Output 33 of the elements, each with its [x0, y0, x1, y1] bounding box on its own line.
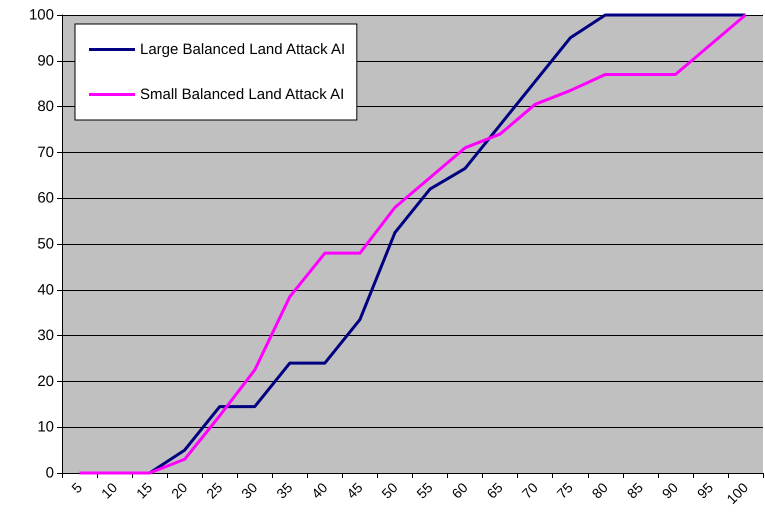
x-tick-label: 5 — [68, 479, 86, 496]
x-tick-label: 15 — [132, 479, 156, 502]
y-tick-label: 50 — [37, 236, 54, 252]
x-tick-label: 55 — [413, 479, 436, 502]
y-tick-label: 60 — [37, 190, 54, 207]
y-tick-label: 10 — [37, 418, 54, 436]
x-tick-label: 40 — [308, 479, 331, 502]
x-tick-label: 30 — [238, 479, 261, 502]
x-tick-label: 85 — [624, 479, 646, 502]
x-tick-label: 35 — [273, 479, 296, 502]
x-tick-label: 70 — [518, 479, 541, 502]
y-tick-label: 100 — [28, 6, 54, 24]
x-tick-label: 45 — [343, 479, 366, 502]
x-tick-label: 75 — [554, 479, 576, 502]
x-tick-label: 20 — [168, 479, 190, 502]
y-tick-label: 40 — [37, 281, 54, 298]
x-tick-label: 50 — [378, 479, 401, 502]
legend-label: Large Balanced Land Attack AI — [140, 41, 346, 58]
x-tick-label: 100 — [723, 479, 752, 508]
x-tick-label: 90 — [658, 479, 682, 502]
y-tick-label: 80 — [37, 98, 54, 116]
x-tick-label: 65 — [483, 479, 506, 502]
y-tick-label: 30 — [37, 327, 54, 344]
x-tick-label: 10 — [98, 479, 120, 502]
y-tick-label: 90 — [37, 52, 54, 70]
x-tick-label: 80 — [588, 479, 612, 502]
legend-label: Small Balanced Land Attack AI — [140, 86, 344, 103]
y-tick-label: 70 — [37, 144, 54, 161]
y-tick-label: 20 — [37, 372, 54, 390]
x-tick-label: 60 — [448, 479, 471, 502]
y-tick-label: 0 — [46, 464, 54, 482]
x-tick-label: 25 — [203, 479, 226, 502]
x-tick-label: 95 — [694, 479, 716, 502]
